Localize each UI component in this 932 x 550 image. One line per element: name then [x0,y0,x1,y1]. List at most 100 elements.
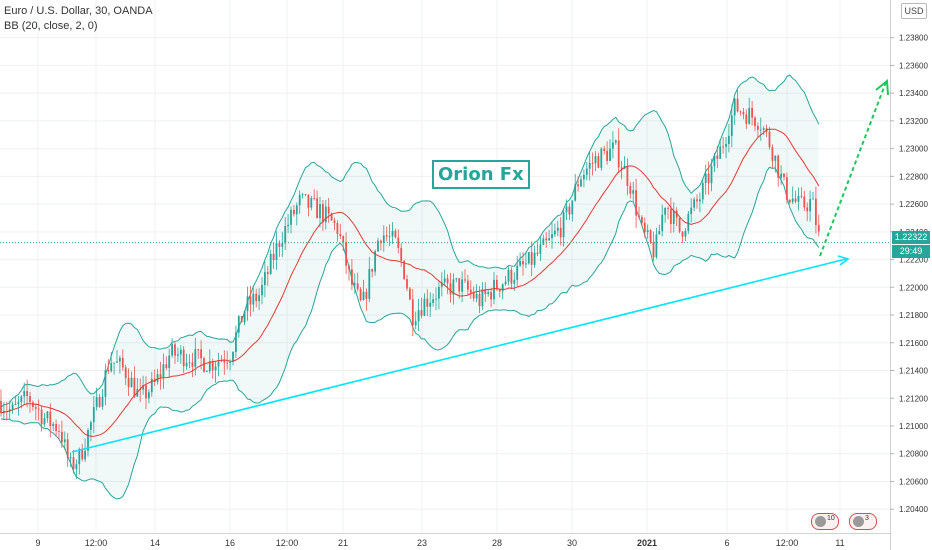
candle [43,412,46,427]
candle-body [696,199,698,202]
candle [145,376,147,410]
time-axis[interactable]: 9 12:00 14 16 12:00 21 23 28 30 2021 6 12:00 11 [35,538,844,548]
candle [507,266,510,286]
candle [498,288,501,298]
candle-body [533,252,536,265]
y-tick-label: 1.21200 [899,394,928,403]
candle [69,452,72,468]
candle-body [443,278,446,283]
candle [359,287,362,302]
event-flag-a[interactable]: 10 [811,513,839,530]
candle [533,245,536,268]
candle [29,391,31,413]
event-flag-b[interactable]: 3 [849,513,877,530]
candle-body [455,278,458,280]
candle [658,224,661,235]
candle [188,354,191,369]
candle-body [330,213,333,221]
candle [588,151,591,181]
candle-body [617,140,620,168]
candle [461,271,463,303]
candle-body [32,402,34,407]
candle-body [380,240,382,243]
candle [17,396,20,416]
candle-body [145,385,147,399]
symbol-title[interactable]: Euro / U.S. Dollar, 30, OANDA [4,5,153,17]
candle-body [809,199,811,212]
candle-body [461,279,463,292]
last-price-tag: 1.22322 [892,231,930,244]
x-tick-label: 2021 [637,538,657,548]
candle-body [794,198,797,202]
candle-body [684,230,687,237]
candle [75,459,78,480]
candle [388,224,391,247]
candle [150,371,153,397]
candle [313,189,316,201]
candle [174,342,176,365]
candle [522,251,524,276]
candle [237,315,240,338]
candle-body [588,162,591,169]
candle [266,266,269,286]
candle [542,234,545,245]
candle-body [261,285,263,296]
candle [90,420,92,442]
indicator-title[interactable]: BB (20, close, 2, 0) [4,20,98,32]
candle-body [397,237,400,248]
event-count: 10 [827,515,835,522]
bollinger-upper-band [0,74,820,408]
currency-unit-button[interactable]: USD [901,3,927,19]
candle [806,202,809,222]
candle [812,191,814,200]
candle [748,97,751,125]
candle [342,235,345,251]
candle [261,277,263,305]
candle-body [603,148,606,151]
candle-body [522,261,524,265]
candle [208,349,211,374]
candle-body [806,207,809,212]
price-axis[interactable]: 1.20400 1.20600 1.20800 1.21000 1.21200 1.214… [890,34,928,515]
candle-body [681,231,684,237]
candle-body [652,242,655,258]
candle [713,153,716,173]
candle [63,431,66,450]
x-tick-label: 12:00 [85,538,108,548]
candle [539,236,542,262]
candle-body [414,321,417,326]
candle-body [304,194,307,196]
candle-body [52,424,55,426]
candle [333,217,336,231]
candle-body [707,173,710,184]
candle [446,274,449,295]
candle [58,424,60,440]
candle-body [174,344,176,356]
candle-body [797,195,800,202]
candle [171,338,173,358]
candle-body [0,401,2,414]
candle-body [110,363,113,372]
candle-body [452,279,455,295]
candle-body [8,409,11,412]
candle [295,202,298,226]
candle [0,389,2,417]
candle [148,389,150,404]
candle-body [63,439,66,443]
candle [432,293,434,307]
candle-body [548,238,550,241]
candle [435,287,437,311]
candle [362,279,365,301]
candle-body [182,349,185,367]
candle-body [66,439,69,459]
candle [113,362,115,375]
candle [206,370,208,372]
trendline-arrowhead [837,255,850,266]
y-tick-label: 1.21600 [899,339,928,348]
candle [449,272,452,303]
candle-body [762,128,765,130]
y-tick-label: 1.22800 [899,172,928,181]
candle-body [258,295,260,302]
candle [536,242,539,257]
